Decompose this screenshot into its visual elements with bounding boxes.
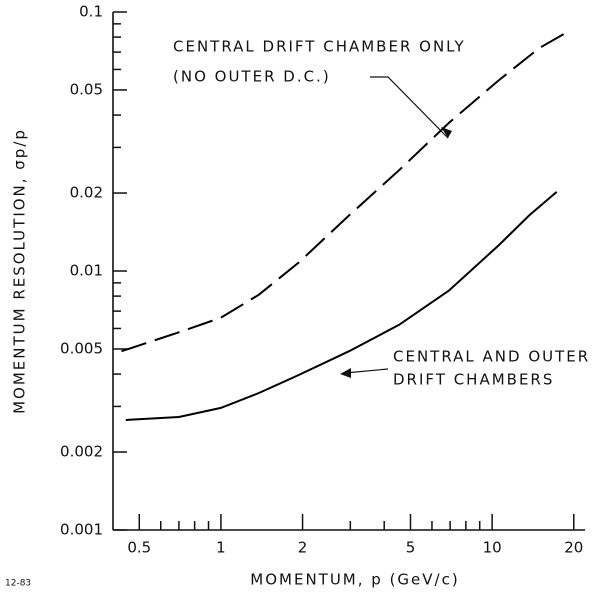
annotation: CENTRAL AND OUTER: [393, 348, 590, 366]
x-tick-label: 5: [406, 539, 416, 557]
y-tick-label: 0.1: [79, 3, 103, 21]
arrowhead: [441, 127, 452, 138]
x-tick-label: 10: [483, 539, 502, 557]
annotation: CENTRAL DRIFT CHAMBER ONLY: [173, 38, 466, 56]
annotation: DRIFT CHAMBERS: [393, 371, 554, 389]
x-tick-label: 20: [564, 539, 583, 557]
x-tick-label: 1: [216, 539, 226, 557]
y-tick-label: 0.001: [60, 521, 103, 539]
annotation: (NO OUTER D.C.): [173, 68, 331, 86]
arrowhead: [340, 368, 351, 378]
y-tick-label: 0.002: [60, 443, 103, 461]
annotation-arrow: [370, 76, 449, 139]
series-line: [125, 191, 558, 421]
y-tick-label: 0.05: [70, 80, 103, 98]
y-tick-label: 0.005: [60, 339, 103, 357]
y-tick-label: 0.02: [70, 184, 103, 202]
series-line: [121, 31, 568, 353]
footnote: 12-83: [5, 579, 31, 589]
y-axis-label: MOMENTUM RESOLUTION, σp/p: [11, 128, 29, 414]
x-tick-label: 2: [298, 539, 308, 557]
annotation-arrow: [344, 368, 389, 374]
y-tick-label: 0.01: [70, 262, 103, 280]
x-axis-label: MOMENTUM, p (GeV/c): [250, 571, 459, 589]
x-tick-label: 0.5: [127, 539, 151, 557]
